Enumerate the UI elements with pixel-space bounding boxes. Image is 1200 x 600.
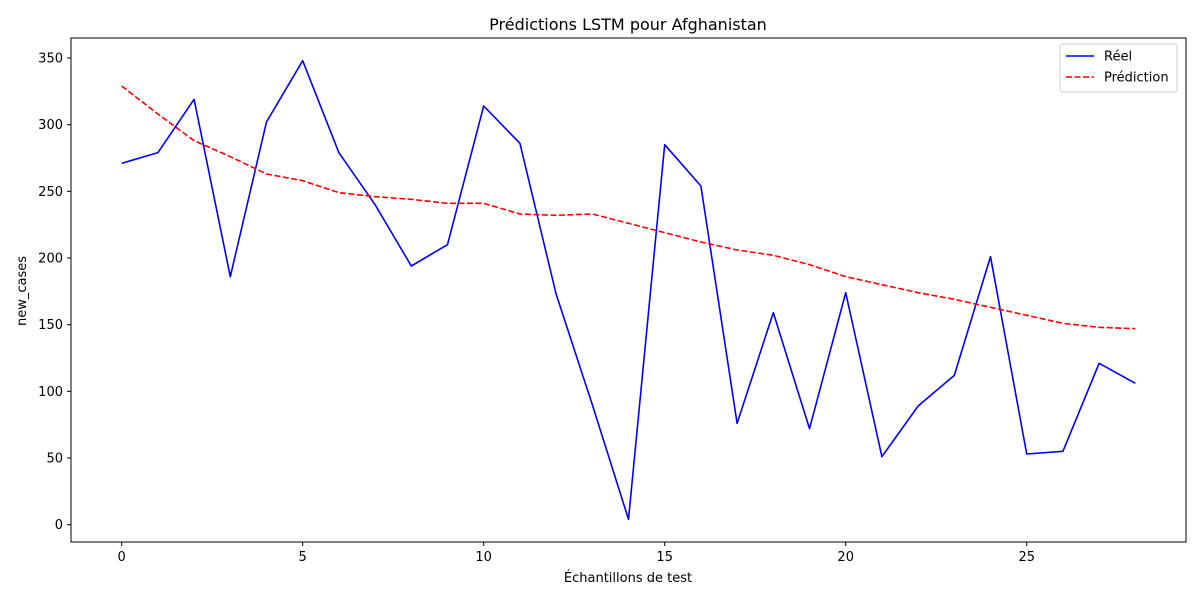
legend-label: Prédiction — [1104, 71, 1169, 86]
y-tick-label: 300 — [38, 118, 63, 133]
x-axis: 0 5 10 15 20 25 — [118, 542, 1035, 565]
y-tick-label: 200 — [38, 252, 63, 267]
series-layer — [121, 59, 1136, 521]
y-tick-label: 0 — [55, 518, 63, 533]
x-tick-label: 10 — [475, 550, 492, 565]
y-axis-title: new_cases — [15, 256, 30, 326]
x-tick-label: 0 — [118, 550, 126, 565]
x-tick-label: 5 — [299, 550, 307, 565]
plot-area — [70, 37, 1187, 543]
y-tick-label: 250 — [38, 185, 63, 200]
x-axis-title: Échantillons de test — [564, 570, 692, 586]
y-axis: 0 50 100 150 200 250 300 350 — [38, 52, 71, 533]
y-tick-label: 150 — [38, 318, 63, 333]
x-tick-label: 15 — [656, 550, 673, 565]
y-tick-label: 350 — [38, 52, 63, 67]
y-tick-label: 50 — [46, 452, 63, 467]
chart-title: Prédictions LSTM pour Afghanistan — [489, 15, 767, 34]
x-tick-label: 20 — [837, 550, 854, 565]
x-tick-label: 25 — [1018, 550, 1035, 565]
axes-frame — [70, 37, 1187, 543]
series-line-prediction — [121, 85, 1136, 330]
legend-label: Réel — [1104, 50, 1132, 65]
series-line-reel — [121, 59, 1136, 521]
y-tick-label: 100 — [38, 385, 63, 400]
legend: Réel Prédiction — [1059, 43, 1178, 93]
